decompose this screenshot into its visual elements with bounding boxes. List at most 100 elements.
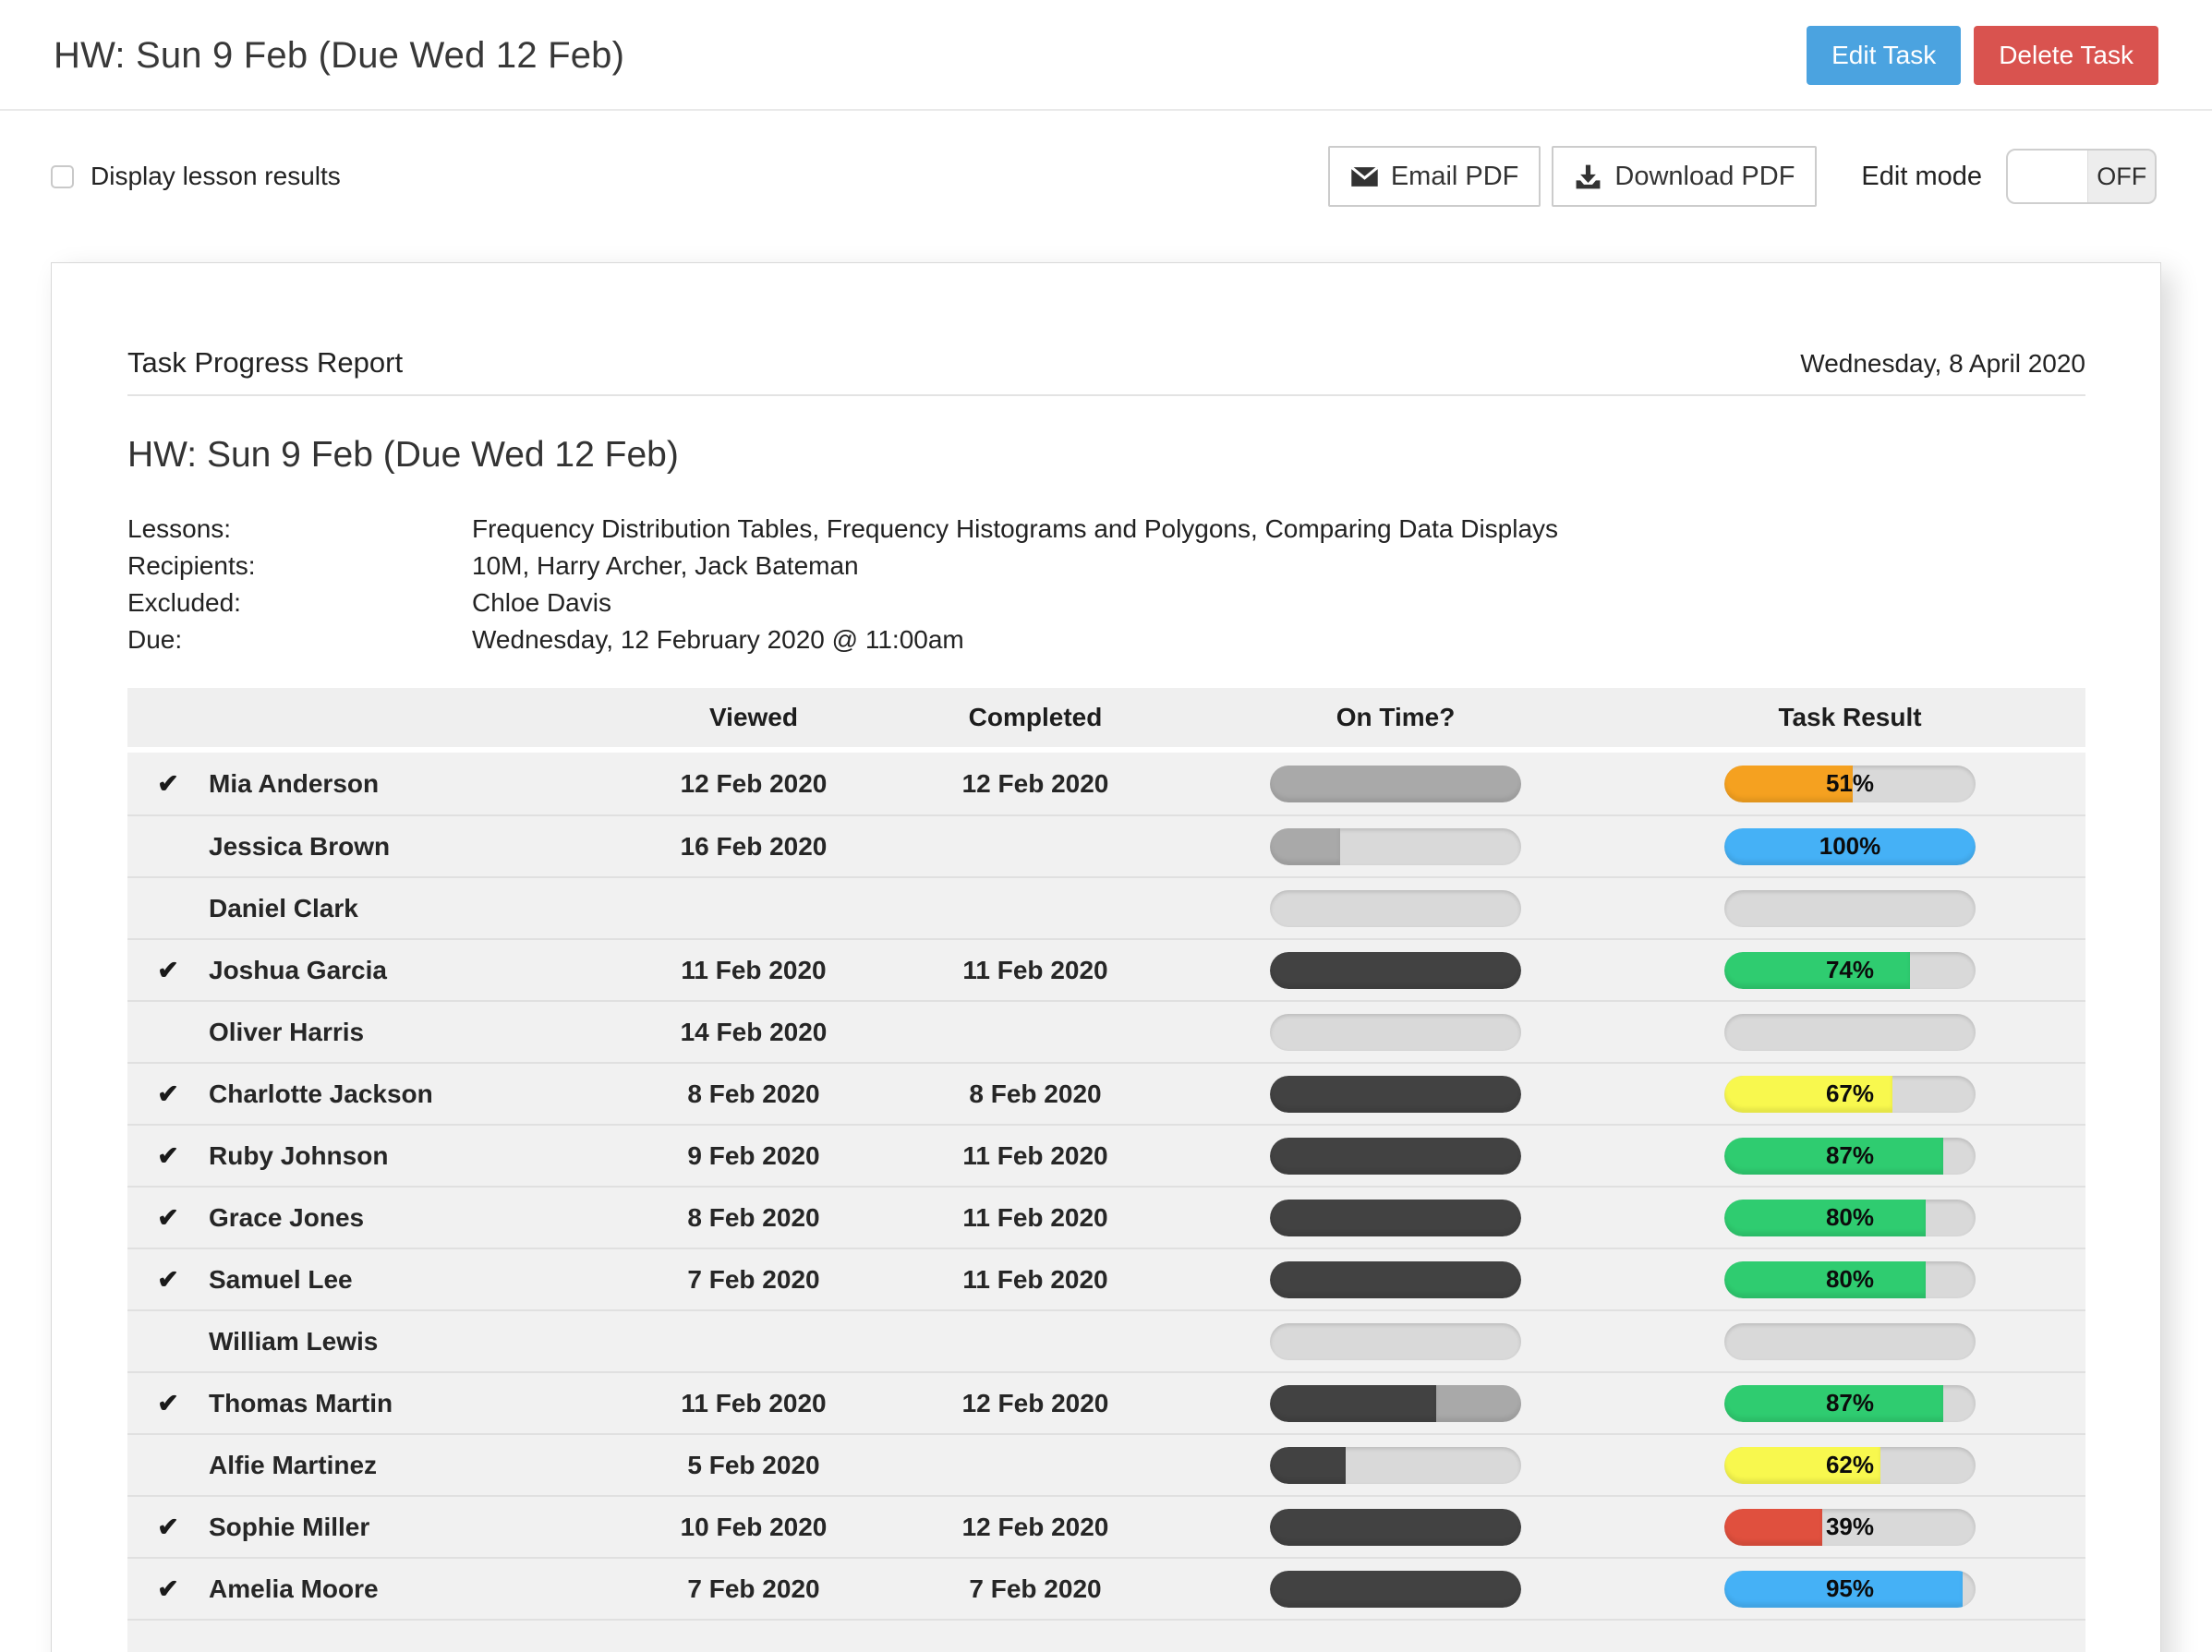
on-time-bar xyxy=(1270,1260,1521,1298)
check-icon: ✔ xyxy=(157,1203,179,1232)
table-row: ✔ Joshua Garcia 11 Feb 2020 11 Feb 2020 74% xyxy=(127,938,2085,1000)
on-time-bar xyxy=(1270,827,1521,865)
task-result-percent: 87% xyxy=(1825,1141,1875,1169)
task-result-bar: 51% xyxy=(1724,765,1976,802)
check-icon: ✔ xyxy=(157,769,179,798)
completed-date: 7 Feb 2020 xyxy=(969,1574,1102,1603)
download-pdf-button[interactable]: Download PDF xyxy=(1552,146,1818,207)
table-row: Jessica Brown 16 Feb 2020 100% xyxy=(127,814,2085,876)
student-name: Oliver Harris xyxy=(209,1017,365,1046)
task-result-bar: 80% xyxy=(1724,1199,1976,1236)
check-icon: ✔ xyxy=(157,1389,179,1417)
on-time-bar xyxy=(1270,1508,1521,1546)
email-pdf-label: Email PDF xyxy=(1390,161,1519,191)
download-icon xyxy=(1576,164,1601,188)
on-time-bar xyxy=(1270,1013,1521,1051)
report-header: Task Progress Report Wednesday, 8 April … xyxy=(127,346,2085,396)
meta-row: Due: Wednesday, 12 February 2020 @ 11:00a… xyxy=(127,621,2085,658)
student-name: Charlotte Jackson xyxy=(209,1079,433,1108)
bar-segment xyxy=(1724,1260,1926,1298)
meta-row: Excluded: Chloe Davis xyxy=(127,585,2085,621)
viewed-date: 16 Feb 2020 xyxy=(680,831,828,861)
bar-segment xyxy=(1724,1384,1943,1422)
completed-date: 11 Feb 2020 xyxy=(962,1140,1108,1170)
completed-date: 11 Feb 2020 xyxy=(962,955,1108,984)
student-name: Ruby Johnson xyxy=(209,1140,389,1170)
task-meta: Lessons: Frequency Distribution Tables, F… xyxy=(127,511,2085,658)
task-result-percent: 39% xyxy=(1825,1513,1875,1540)
on-time-bar xyxy=(1270,1446,1521,1484)
email-pdf-button[interactable]: Email PDF xyxy=(1327,146,1541,207)
table-row: ✔ Grace Jones 8 Feb 2020 11 Feb 2020 80% xyxy=(127,1186,2085,1248)
viewed-date: 7 Feb 2020 xyxy=(687,1574,820,1603)
task-result-bar: 87% xyxy=(1724,1137,1976,1175)
report-card: Task Progress Report Wednesday, 8 April … xyxy=(51,262,2161,1652)
pdf-buttons: Email PDF Download PDF xyxy=(1327,146,1818,207)
on-time-bar xyxy=(1270,1570,1521,1608)
edit-task-button[interactable]: Edit Task xyxy=(1807,26,1962,85)
column-header-on-time: On Time? xyxy=(1336,703,1456,731)
bar-segment xyxy=(1270,951,1521,989)
viewed-date: 8 Feb 2020 xyxy=(687,1079,820,1108)
student-name: Grace Jones xyxy=(209,1202,365,1232)
bar-segment xyxy=(1270,1508,1521,1546)
task-title: HW: Sun 9 Feb (Due Wed 12 Feb) xyxy=(127,435,679,475)
task-result-percent: 62% xyxy=(1825,1451,1875,1478)
task-result-percent: 87% xyxy=(1825,1389,1875,1417)
student-name: Daniel Clark xyxy=(209,893,358,922)
delete-task-button[interactable]: Delete Task xyxy=(1974,26,2158,85)
bar-segment xyxy=(1435,1384,1521,1422)
bar-segment xyxy=(1270,1384,1436,1422)
check-icon: ✔ xyxy=(157,1265,179,1294)
bar-segment xyxy=(1724,1075,1893,1113)
column-header-task-result: Task Result xyxy=(1778,703,1922,731)
check-icon: ✔ xyxy=(157,1079,179,1108)
bar-segment xyxy=(1270,1137,1521,1175)
task-result-percent: 95% xyxy=(1825,1574,1875,1602)
display-lesson-results-checkbox[interactable] xyxy=(51,164,74,188)
toggle-knob xyxy=(2008,151,2089,202)
meta-label: Lessons: xyxy=(127,514,232,543)
task-result-bar xyxy=(1724,1322,1976,1360)
viewed-date: 9 Feb 2020 xyxy=(687,1140,820,1170)
table-row: William Lewis xyxy=(127,1309,2085,1371)
page-header: HW: Sun 9 Feb (Due Wed 12 Feb) Edit Task… xyxy=(0,0,2212,111)
on-time-bar xyxy=(1270,951,1521,989)
meta-label: Due: xyxy=(127,625,183,654)
bar-segment xyxy=(1724,951,1911,989)
task-result-bar: 62% xyxy=(1724,1446,1976,1484)
task-result-percent: 67% xyxy=(1825,1079,1875,1107)
bar-segment xyxy=(1270,765,1521,802)
completed-date: 12 Feb 2020 xyxy=(961,768,1109,798)
bar-segment xyxy=(1270,827,1341,865)
meta-row: Recipients: 10M, Harry Archer, Jack Batem… xyxy=(127,548,2085,585)
edit-mode-toggle[interactable]: OFF xyxy=(2006,149,2157,204)
table-row-partial xyxy=(127,1619,2085,1652)
task-result-bar: 74% xyxy=(1724,951,1976,989)
table-row: ✔ Thomas Martin 11 Feb 2020 12 Feb 2020 87% xyxy=(127,1371,2085,1433)
column-header-viewed: Viewed xyxy=(709,703,798,731)
bar-segment xyxy=(1724,827,1976,865)
bar-segment xyxy=(1724,1446,1880,1484)
bar-segment xyxy=(1724,1570,1964,1608)
student-name: Thomas Martin xyxy=(209,1388,393,1417)
on-time-bar xyxy=(1270,1199,1521,1236)
task-result-percent: 80% xyxy=(1825,1265,1875,1293)
on-time-bar xyxy=(1270,765,1521,802)
meta-row: Lessons: Frequency Distribution Tables, F… xyxy=(127,511,2085,548)
viewed-date: 12 Feb 2020 xyxy=(680,768,828,798)
check-icon: ✔ xyxy=(157,1141,179,1170)
completed-date: 8 Feb 2020 xyxy=(969,1079,1102,1108)
task-result-bar xyxy=(1724,1013,1976,1051)
table-row: Daniel Clark xyxy=(127,876,2085,938)
completed-date: 11 Feb 2020 xyxy=(962,1202,1108,1232)
envelope-icon xyxy=(1350,165,1379,187)
viewed-date: 11 Feb 2020 xyxy=(681,955,827,984)
meta-value: Chloe Davis xyxy=(472,588,611,617)
check-icon: ✔ xyxy=(157,956,179,984)
bar-segment xyxy=(1724,765,1853,802)
edit-mode-label: Edit mode xyxy=(1861,161,1982,191)
task-result-bar: 95% xyxy=(1724,1570,1976,1608)
viewed-date: 10 Feb 2020 xyxy=(680,1512,828,1541)
table-row: ✔ Samuel Lee 7 Feb 2020 11 Feb 2020 80% xyxy=(127,1248,2085,1309)
